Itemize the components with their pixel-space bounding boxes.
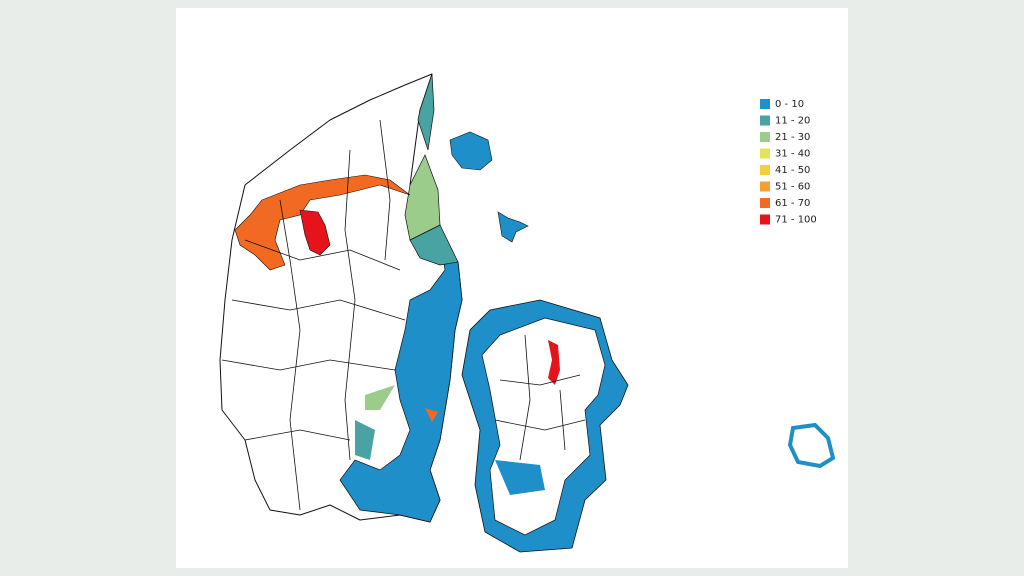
anholt: [449, 131, 493, 171]
legend-label: 41 - 50: [775, 165, 810, 176]
legend-swatch: [760, 132, 770, 142]
legend-label: 21 - 30: [775, 132, 810, 143]
legend-swatch: [760, 99, 770, 109]
east-coast-blue: [339, 238, 463, 523]
south-green: [365, 385, 395, 410]
bornholm: [787, 422, 836, 469]
legend-swatch: [760, 165, 770, 175]
legend-label: 51 - 60: [775, 182, 810, 193]
zealand-borders: [494, 334, 586, 461]
legend-label: 61 - 70: [775, 198, 810, 209]
legend-label: 11 - 20: [775, 116, 810, 127]
legend-swatch: [760, 181, 770, 192]
legend-swatch: [760, 198, 770, 208]
legend: 0 - 10 11 - 20 21 - 30 31 - 40 41 - 50 51 - 6…: [760, 99, 817, 226]
legend-label: 0 - 10: [775, 99, 804, 110]
south-teal: [355, 420, 375, 460]
south-orange: [425, 408, 438, 422]
legend-swatch: [760, 115, 770, 126]
zealand-red: [548, 340, 560, 385]
zealand-inner-blue: [495, 460, 545, 495]
legend-swatch: [760, 148, 770, 159]
legend-swatch: [760, 214, 770, 225]
north-east-strip-green: [404, 154, 441, 241]
internal-borders: [221, 119, 406, 511]
map: [219, 73, 836, 553]
limfjord-red: [299, 209, 331, 256]
legend-label: 71 - 100: [775, 215, 817, 226]
small-island: [497, 211, 529, 243]
legend-label: 31 - 40: [775, 149, 810, 160]
limfjord-orange: [234, 174, 411, 271]
